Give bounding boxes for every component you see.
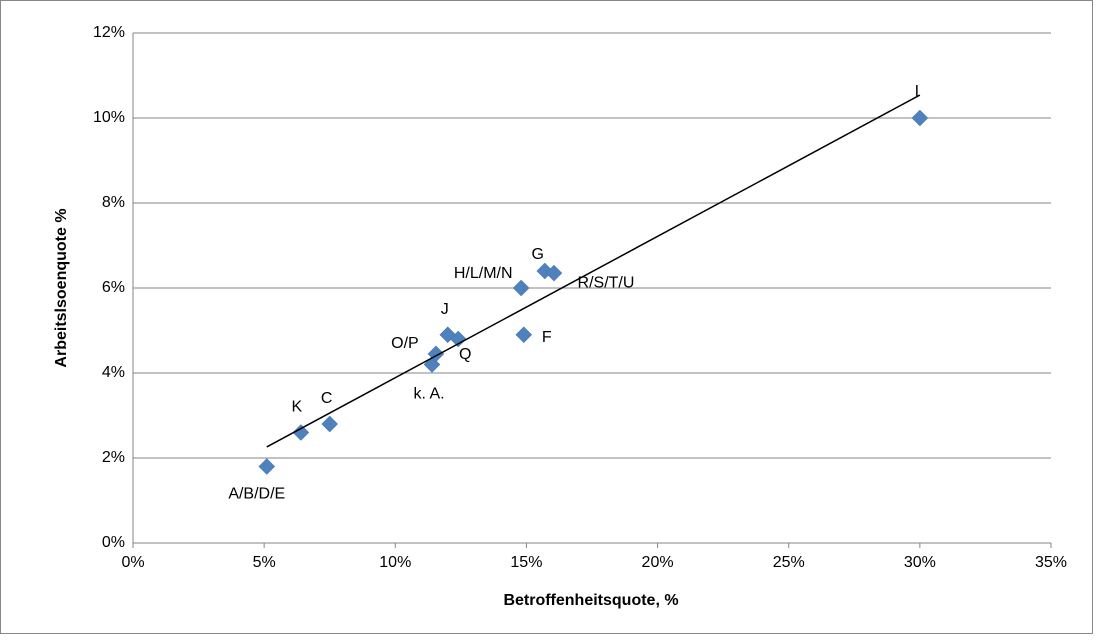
y-tick-label: 6%	[102, 279, 125, 296]
data-point	[545, 264, 563, 282]
x-tick-label: 20%	[642, 554, 674, 571]
point-label: C	[321, 390, 333, 407]
point-label: A/B/D/E	[228, 486, 285, 503]
data-point	[911, 109, 929, 127]
x-tick-label: 30%	[904, 554, 936, 571]
x-tick-label: 0%	[121, 554, 144, 571]
x-tick-label: 10%	[379, 554, 411, 571]
point-label: I	[915, 83, 919, 100]
data-point	[512, 279, 530, 297]
data-point	[292, 424, 310, 441]
point-label: G	[532, 246, 544, 263]
point-label: R/S/T/U	[578, 274, 635, 291]
point-label: Q	[459, 346, 471, 363]
y-axis-title: Arbeitslsoenquote %	[53, 208, 70, 367]
y-tick-label: 12%	[93, 24, 125, 41]
x-tick-label: 15%	[510, 554, 542, 571]
point-label: H/L/M/N	[454, 265, 513, 282]
point-label: k. A.	[413, 386, 444, 403]
trendline	[266, 94, 921, 448]
data-point	[536, 262, 554, 280]
point-label: K	[292, 399, 303, 416]
point-label: J	[441, 301, 449, 318]
x-tick-label: 5%	[253, 554, 276, 571]
y-tick-label: 8%	[102, 194, 125, 211]
point-label: O/P	[391, 335, 419, 352]
y-tick-label: 2%	[102, 449, 125, 466]
x-axis-title: Betroffenheitsquote, %	[503, 592, 678, 609]
data-point	[439, 326, 457, 344]
point-label: F	[542, 329, 552, 346]
x-tick-label: 25%	[773, 554, 805, 571]
x-tick-label: 35%	[1035, 554, 1067, 571]
data-point	[321, 415, 339, 433]
data-point	[449, 330, 467, 348]
data-point	[258, 458, 276, 475]
data-point	[515, 326, 533, 344]
y-tick-label: 10%	[93, 109, 125, 126]
y-tick-label: 4%	[102, 364, 125, 381]
y-tick-label: 0%	[102, 534, 125, 551]
